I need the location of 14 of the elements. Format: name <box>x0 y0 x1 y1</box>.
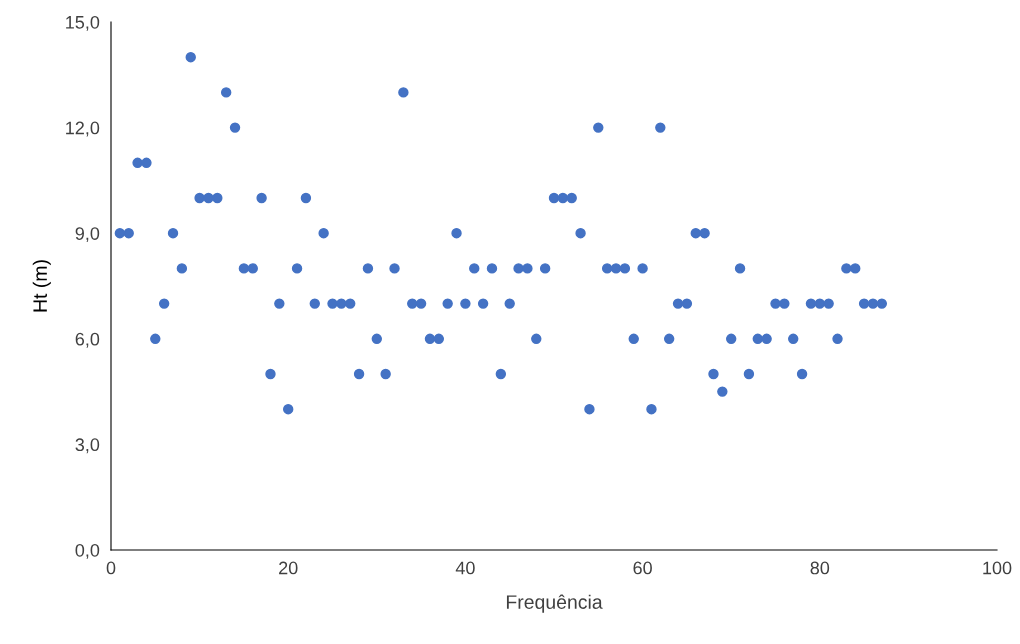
y-tick-label: 6,0 <box>75 332 100 348</box>
y-tick-label: 9,0 <box>75 227 100 243</box>
x-tick-label: 60 <box>633 561 652 575</box>
x-tick-label: 40 <box>455 561 475 575</box>
y-axis-title: Ht (m) <box>32 260 51 312</box>
x-axis-title: Frequência <box>506 594 603 613</box>
x-tick-label: 100 <box>983 561 1012 575</box>
y-tick-label: 0,0 <box>75 543 100 559</box>
x-tick-label: 20 <box>279 561 298 575</box>
y-tick-label: 3,0 <box>75 438 100 454</box>
y-tick-label: 15,0 <box>66 15 100 31</box>
y-tick-label: 12,0 <box>66 121 100 137</box>
x-tick-label: 0 <box>106 561 116 575</box>
x-tick-label: 80 <box>810 561 830 575</box>
